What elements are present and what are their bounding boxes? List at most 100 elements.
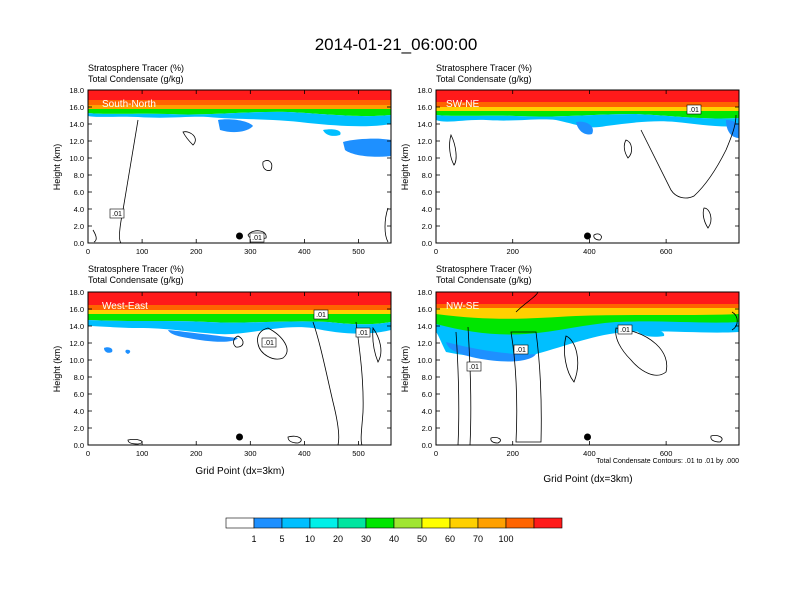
panel-subtitle-tracer: Stratosphere Tracer (%) bbox=[88, 264, 184, 274]
tracer-band-30 bbox=[88, 109, 391, 117]
tracer-band-10 bbox=[88, 320, 391, 335]
contour-label-box bbox=[513, 344, 529, 355]
y-tick-label: 16.0 bbox=[417, 305, 432, 314]
location-marker bbox=[584, 433, 591, 441]
x-tick-label: 400 bbox=[583, 449, 596, 458]
tracer-band-70 bbox=[88, 100, 391, 106]
colorbar-swatch bbox=[309, 517, 339, 529]
colorbar-label: 20 bbox=[333, 534, 343, 544]
contour-label: .01 bbox=[316, 312, 326, 319]
y-tick-label: 4.0 bbox=[422, 205, 432, 214]
x-tick-label: 300 bbox=[244, 247, 257, 256]
y-tick-label: 8.0 bbox=[74, 373, 84, 382]
panel-subtitle-condensate: Total Condensate (g/kg) bbox=[436, 74, 532, 84]
panel-sw-ne: Stratosphere Tracer (%) Total Condensate… bbox=[400, 63, 740, 256]
y-tick-label: 2.0 bbox=[74, 222, 84, 231]
colorbar: 1 5 10 20 30 40 50 60 70 100 bbox=[225, 517, 563, 544]
panel-nw-se: Stratosphere Tracer (%) Total Condensate… bbox=[400, 264, 740, 485]
y-tick-label: 18.0 bbox=[417, 86, 432, 95]
contour-line bbox=[731, 311, 738, 331]
tracer-field bbox=[436, 292, 739, 362]
tracer-blob-2 bbox=[636, 329, 665, 337]
x-tick-label: 0 bbox=[434, 247, 438, 256]
y-tick-label: 6.0 bbox=[422, 188, 432, 197]
y-tick-label: 10.0 bbox=[417, 154, 432, 163]
contour-line bbox=[593, 233, 602, 241]
contour-line bbox=[384, 207, 389, 243]
plot-frame bbox=[435, 89, 740, 244]
contour-line bbox=[640, 114, 737, 199]
x-tick-label: 200 bbox=[190, 247, 203, 256]
contour-line bbox=[233, 335, 244, 348]
contour-line bbox=[455, 331, 460, 446]
panel-label: SW-NE bbox=[446, 99, 479, 110]
y-tick-label: 16.0 bbox=[69, 103, 84, 112]
contour-line bbox=[615, 327, 668, 376]
colorbar-label: 40 bbox=[389, 534, 399, 544]
contour-line bbox=[515, 291, 539, 313]
colorbar-label: 100 bbox=[498, 534, 513, 544]
contour-note: Total Condensate Contours: .01 to .01 by… bbox=[596, 458, 739, 465]
contour-label: .01 bbox=[112, 211, 122, 218]
y-axis: 0.0 2.0 4.0 6.0 8.0 10.0 12.0 14.0 16.0 18.0 bbox=[417, 86, 739, 248]
y-tick-label: 16.0 bbox=[69, 305, 84, 314]
x-axis-label: Grid Point (dx=3km) bbox=[195, 466, 284, 477]
y-tick-label: 4.0 bbox=[422, 407, 432, 416]
contour-label: .01 bbox=[469, 364, 479, 371]
contour-label: .01 bbox=[689, 107, 699, 114]
contour-line bbox=[623, 139, 632, 159]
x-tick-label: 100 bbox=[136, 247, 149, 256]
contour-line bbox=[702, 207, 712, 229]
y-tick-label: 8.0 bbox=[422, 171, 432, 180]
x-tick-label: 0 bbox=[434, 449, 438, 458]
plot-frame bbox=[87, 291, 392, 446]
location-marker bbox=[584, 232, 591, 240]
colorbar-swatch bbox=[281, 517, 311, 529]
y-tick-label: 2.0 bbox=[74, 424, 84, 433]
contour-label-box bbox=[261, 337, 277, 348]
x-axis: 0 200 400 600 bbox=[434, 90, 672, 256]
x-tick-label: 400 bbox=[298, 247, 311, 256]
y-tick-label: 0.0 bbox=[74, 441, 84, 450]
colorbar-swatch bbox=[533, 517, 563, 529]
x-axis: 0 200 400 600 bbox=[434, 292, 672, 458]
contour-line bbox=[449, 133, 457, 166]
y-tick-label: 12.0 bbox=[69, 339, 84, 348]
y-axis: 0.0 2.0 4.0 6.0 8.0 10.0 12.0 14.0 16.0 18.0 bbox=[69, 86, 391, 248]
tracer-band-70 bbox=[436, 102, 739, 108]
contour-label-box bbox=[617, 324, 633, 335]
y-tick-label: 8.0 bbox=[422, 373, 432, 382]
plot-area: .01 .01 .01 West-East bbox=[87, 291, 392, 446]
y-axis-label: Height (km) bbox=[400, 144, 410, 191]
y-tick-label: 18.0 bbox=[417, 288, 432, 297]
y-axis-label: Height (km) bbox=[52, 144, 62, 191]
contour-line bbox=[119, 119, 139, 244]
colorbar-swatch bbox=[449, 517, 479, 529]
colorbar-labels: 1 5 10 20 30 40 50 60 70 100 bbox=[251, 534, 513, 544]
y-tick-label: 10.0 bbox=[417, 356, 432, 365]
tracer-blob-1 bbox=[218, 119, 253, 133]
panel-subtitle-tracer: Stratosphere Tracer (%) bbox=[436, 63, 532, 73]
x-axis-label: Grid Point (dx=3km) bbox=[543, 474, 632, 485]
tracer-blob-2 bbox=[726, 120, 739, 138]
tracer-band-10 bbox=[436, 321, 739, 358]
y-axis: 0.0 2.0 4.0 6.0 8.0 10.0 12.0 14.0 16.0 18.0 bbox=[417, 288, 739, 450]
y-tick-label: 4.0 bbox=[74, 407, 84, 416]
plot-area: .01 SW-NE bbox=[435, 89, 740, 244]
y-axis-label: Height (km) bbox=[52, 346, 62, 393]
panel-west-east: Stratosphere Tracer (%) Total Condensate… bbox=[52, 264, 392, 477]
contour-line bbox=[257, 327, 288, 360]
y-axis: 0.0 2.0 4.0 6.0 8.0 10.0 12.0 14.0 16.0 18.0 bbox=[69, 288, 391, 450]
plot-frame bbox=[435, 291, 740, 446]
colorbar-label: 30 bbox=[361, 534, 371, 544]
colorbar-label: 10 bbox=[305, 534, 315, 544]
contour-line bbox=[564, 335, 579, 383]
y-tick-label: 8.0 bbox=[74, 171, 84, 180]
colorbar-swatch bbox=[253, 517, 283, 529]
x-tick-label: 0 bbox=[86, 449, 90, 458]
x-axis: 0 100 200 300 400 500 bbox=[86, 292, 365, 458]
panel-subtitle-tracer: Stratosphere Tracer (%) bbox=[88, 63, 184, 73]
contour-label-box bbox=[109, 208, 125, 219]
y-tick-label: 6.0 bbox=[74, 390, 84, 399]
